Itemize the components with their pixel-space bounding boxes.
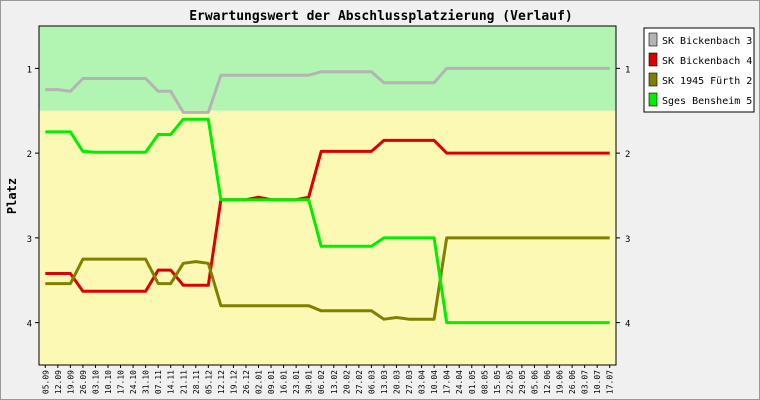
x-tick-label: 17.04 xyxy=(443,370,452,394)
chart-title: Erwartungswert der Abschlussplatzierung … xyxy=(189,9,573,24)
x-tick-label: 07.11 xyxy=(154,370,163,394)
x-tick-label: 31.10 xyxy=(142,370,151,394)
x-tick-label: 12.12 xyxy=(217,370,226,394)
x-tick-label: 06.03 xyxy=(367,370,376,394)
series-line-2 xyxy=(45,138,610,293)
x-tick-label: 13.03 xyxy=(380,370,389,394)
legend-swatch-2 xyxy=(648,52,658,67)
y-tick-label-right: 4 xyxy=(625,320,630,330)
x-tick-label: 17.07 xyxy=(606,370,615,394)
legend-label-2: SK Bickenbach 4 xyxy=(662,56,752,67)
legend: SK Bickenbach 3 SK Bickenbach 4 SK 1945 Fü… xyxy=(643,27,755,113)
x-tick-label: 10.10 xyxy=(104,370,113,394)
legend-swatch-4 xyxy=(648,92,658,107)
x-tick-label: 19.09 xyxy=(66,370,75,394)
x-tick-label: 27.03 xyxy=(405,370,414,394)
x-tick-label: 05.09 xyxy=(41,370,50,394)
x-tick-label: 02.01 xyxy=(255,370,264,394)
x-tick-label: 13.02 xyxy=(330,370,339,394)
y-tick-label-right: 3 xyxy=(625,235,630,245)
y-tick-label-left: 4 xyxy=(27,320,32,330)
y-tick-label-left: 1 xyxy=(27,65,32,75)
x-tick-label: 05.12 xyxy=(204,370,213,394)
x-tick-label: 26.06 xyxy=(568,370,577,394)
x-tick-label: 29.05 xyxy=(518,370,527,394)
x-tick-label: 10.07 xyxy=(593,370,602,394)
x-tick-label: 23.01 xyxy=(292,370,301,394)
x-tick-label: 22.05 xyxy=(505,370,514,394)
legend-label-3: SK 1945 Fürth 2 xyxy=(662,76,752,87)
legend-label-1: SK Bickenbach 3 xyxy=(662,36,752,47)
y-axis-label: Platz xyxy=(5,178,19,214)
x-tick-label: 20.03 xyxy=(392,370,401,394)
y-tick-label-left: 3 xyxy=(27,235,32,245)
y-tick-label-right: 2 xyxy=(625,150,630,160)
x-tick-label: 16.01 xyxy=(280,370,289,394)
legend-swatch-1 xyxy=(648,32,658,47)
legend-swatch-3 xyxy=(648,72,658,87)
x-tick-label: 01.05 xyxy=(468,370,477,394)
plot-border xyxy=(38,25,617,366)
x-tick-label: 27.02 xyxy=(355,370,364,394)
x-tick-label: 28.11 xyxy=(192,370,201,394)
x-tick-label: 15.05 xyxy=(493,370,502,394)
x-tick-label: 03.07 xyxy=(581,370,590,394)
x-tick-label: 09.01 xyxy=(267,370,276,394)
x-tick-label: 03.04 xyxy=(418,370,427,394)
x-tick-label: 06.02 xyxy=(317,370,326,394)
x-tick-label: 12.06 xyxy=(543,370,552,394)
x-tick-label: 03.10 xyxy=(91,370,100,394)
x-tick-label: 24.04 xyxy=(455,370,464,394)
x-tick-label: 08.05 xyxy=(480,370,489,394)
x-tick-label: 05.06 xyxy=(530,370,539,394)
series-line-3 xyxy=(45,236,610,321)
x-tick-label: 14.11 xyxy=(167,370,176,394)
x-tick-label: 20.02 xyxy=(342,370,351,394)
x-tick-label: 12.09 xyxy=(54,370,63,394)
x-tick-label: 26.12 xyxy=(242,370,251,394)
x-tick-label: 30.01 xyxy=(305,370,314,394)
series-line-1 xyxy=(45,66,610,114)
x-tick-label: 10.04 xyxy=(430,370,439,394)
plot-area: 1 1 2 2 3 3 4 4 05.09 12.09 19.09 26.09 03.10 10.10 17… xyxy=(27,25,630,394)
x-tick-label: 24.10 xyxy=(129,370,138,394)
x-tick-label: 19.06 xyxy=(556,370,565,394)
x-tick-label: 19.12 xyxy=(229,370,238,394)
y-tick-label-left: 2 xyxy=(27,150,32,160)
x-tick-label: 26.09 xyxy=(79,370,88,394)
x-tick-label: 17.10 xyxy=(117,370,126,394)
legend-label-4: Sges Bensheim 5 xyxy=(662,96,752,107)
x-tick-label: 21.11 xyxy=(179,370,188,394)
series-line-4 xyxy=(45,117,610,325)
legend-box xyxy=(643,27,755,113)
y-tick-label-right: 1 xyxy=(625,65,630,75)
